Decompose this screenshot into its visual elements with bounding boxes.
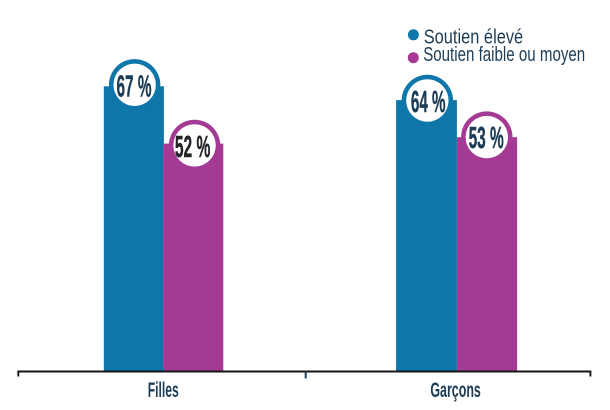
svg-text:Soutien faible ou moyen: Soutien faible ou moyen [423,44,585,66]
svg-text:Garçons: Garçons [430,379,481,402]
svg-text:Filles: Filles [148,379,179,402]
svg-text:52 %: 52 % [175,129,211,164]
svg-text:53 %: 53 % [469,120,504,155]
svg-text:67 %: 67 % [117,69,152,104]
svg-text:Soutien élevé: Soutien élevé [424,27,524,49]
svg-text:64 %: 64 % [411,84,446,119]
